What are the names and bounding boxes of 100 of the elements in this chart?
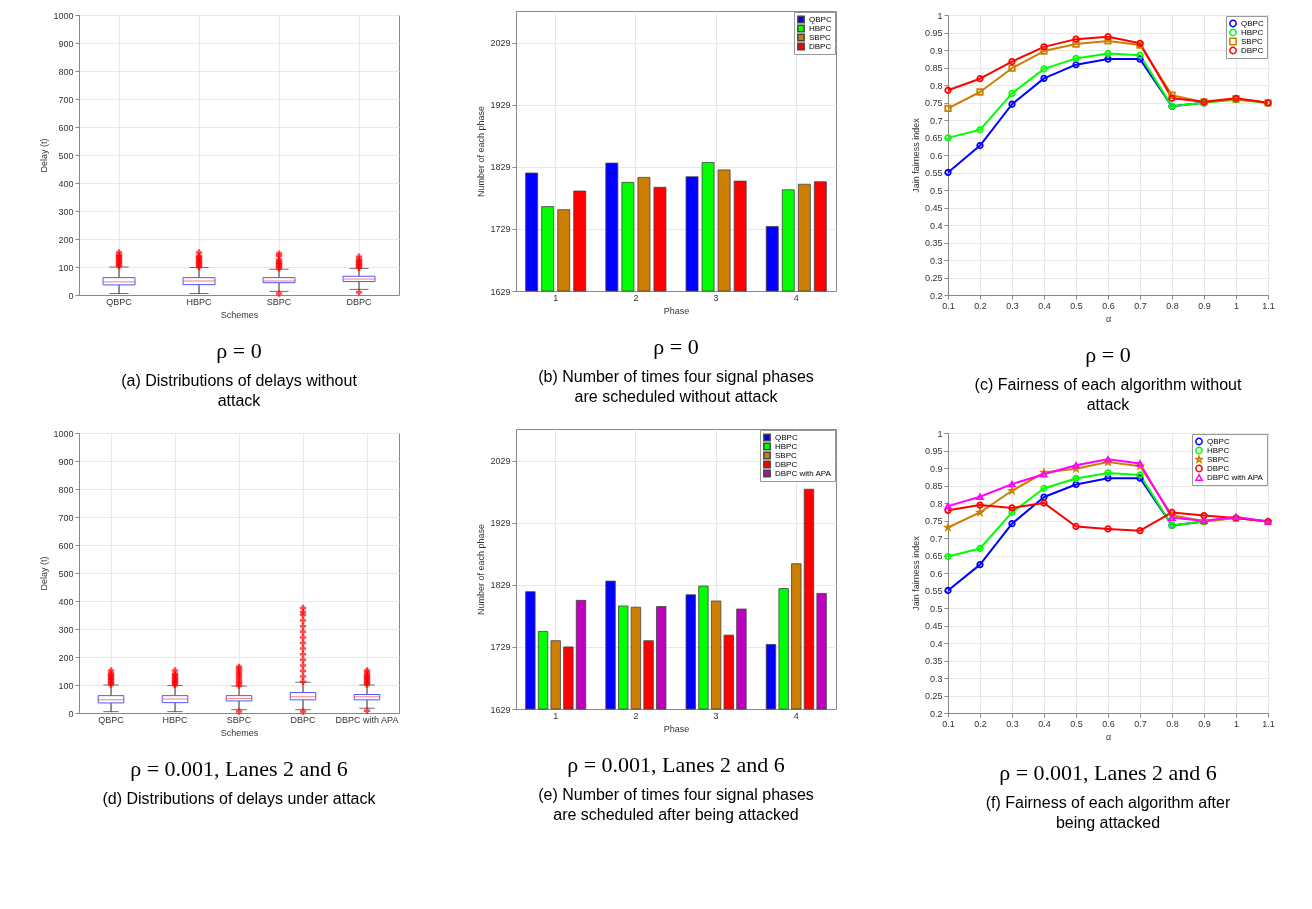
x-axis-title: Schemes	[220, 727, 259, 738]
x-tick-label: 3	[713, 292, 719, 303]
x-tick-label: QBPC	[97, 714, 124, 725]
y-tick-label: 0.75	[924, 516, 942, 526]
y-tick-label: 700	[57, 512, 73, 523]
x-tick-label: 2	[632, 710, 638, 721]
text: ρ = 0	[652, 334, 699, 359]
y-tick-label: 100	[57, 680, 73, 691]
y-tick-label: 600	[57, 122, 73, 133]
y-tick-label: 0.9	[929, 463, 942, 474]
y-tick-label: 2029	[489, 456, 510, 467]
y-tick-label: 700	[57, 94, 73, 105]
y-tick-label: 0.65	[924, 551, 942, 561]
legend-label: HBPC	[1240, 27, 1263, 37]
y-tick-label: 100	[57, 262, 73, 273]
y-tick-label: 1829	[489, 580, 510, 591]
x-tick-label: 0.6	[1101, 718, 1115, 729]
legend-label: DBPC	[1206, 463, 1229, 473]
x-tick-label: 1.1	[1261, 718, 1275, 729]
x-tick-label: 1	[1233, 300, 1239, 311]
x-tick-label: 0.3	[1005, 718, 1019, 729]
y-tick-label: 0.6	[929, 150, 942, 161]
x-tick-label: SBPC	[226, 714, 252, 725]
x-tick-label: HBPC	[185, 296, 212, 307]
y-tick-label: 1929	[489, 100, 510, 111]
y-tick-label: 600	[57, 540, 73, 551]
y-tick-label: 0.25	[924, 273, 942, 283]
x-tick-label: 4	[793, 292, 799, 303]
y-axis-title: Number of each phase	[475, 523, 486, 616]
legend-label: DBPC	[1240, 45, 1263, 55]
x-tick-label: 0.9	[1197, 718, 1211, 729]
legend-label: QBPC	[808, 14, 832, 24]
y-tick-label: 0	[67, 708, 73, 719]
x-tick-label: 1.1	[1261, 300, 1275, 311]
x-tick-label: 0.8	[1165, 300, 1179, 311]
text: ρ = 0	[215, 338, 262, 363]
y-tick-label: 0.65	[924, 133, 942, 143]
y-tick-label: 300	[57, 624, 73, 635]
y-tick-label: 0.35	[924, 656, 942, 666]
y-tick-label: 0.75	[924, 98, 942, 108]
y-tick-label: 400	[57, 596, 73, 607]
legend-label: DBPC	[774, 459, 797, 469]
x-tick-label: HBPC	[161, 714, 188, 725]
x-tick-label: 0.4	[1037, 718, 1051, 729]
y-tick-label: 200	[57, 234, 73, 245]
y-tick-label: 1	[936, 10, 942, 21]
text: (d) Distributions of delays under attack	[101, 790, 377, 807]
y-tick-label: 0.6	[929, 568, 942, 579]
y-tick-label: 0.8	[929, 498, 942, 509]
y-tick-label: 1000	[52, 10, 73, 21]
x-tick-label: SBPC	[266, 296, 292, 307]
y-tick-label: 0	[67, 290, 73, 301]
x-tick-label: 0.6	[1101, 300, 1115, 311]
y-tick-label: 800	[57, 66, 73, 77]
text: (f) Fairness of each algorithm after being attacked	[985, 794, 1231, 831]
y-tick-label: 300	[57, 206, 73, 217]
x-tick-label: 0.1	[941, 718, 955, 729]
y-tick-label: 0.4	[929, 220, 942, 231]
x-tick-label: 0.5	[1069, 300, 1083, 311]
x-axis-title: α	[1105, 731, 1111, 742]
y-tick-label: 1000	[52, 428, 73, 439]
text: (e) Number of times four signal phases are scheduled after being attacked	[537, 786, 814, 823]
y-axis-title: Number of each phase	[475, 105, 486, 198]
y-tick-label: 1829	[489, 162, 510, 173]
x-tick-label: 0.2	[973, 718, 987, 729]
y-tick-label: 0.3	[929, 673, 942, 684]
y-tick-label: 1	[936, 428, 942, 439]
x-tick-label: 0.7	[1133, 718, 1147, 729]
y-tick-label: 0.9	[929, 45, 942, 56]
y-axis-title: Delay (t)	[38, 556, 49, 591]
y-axis-title: Jain fairness index	[910, 117, 921, 193]
y-tick-label: 0.4	[929, 638, 942, 649]
x-axis-title: Schemes	[220, 309, 259, 320]
y-tick-label: 0.8	[929, 80, 942, 91]
y-tick-label: 0.7	[929, 533, 942, 544]
text: ρ = 0.001, Lanes 2 and 6	[566, 752, 785, 777]
x-tick-label: 4	[793, 710, 799, 721]
y-tick-label: 500	[57, 150, 73, 161]
y-axis-title: Jain fairness index	[910, 535, 921, 611]
y-tick-label: 400	[57, 178, 73, 189]
text: ρ = 0.001, Lanes 2 and 6	[129, 756, 348, 781]
y-tick-label: 0.45	[924, 203, 942, 213]
legend-label: SBPC	[1240, 36, 1263, 46]
y-tick-label: 0.5	[929, 185, 942, 196]
y-tick-label: 0.35	[924, 238, 942, 248]
y-tick-label: 0.7	[929, 115, 942, 126]
y-tick-label: 1629	[489, 704, 510, 715]
x-tick-label: 0.7	[1133, 300, 1147, 311]
x-tick-label: DBPC with APA	[335, 714, 398, 725]
y-tick-label: 1729	[489, 642, 510, 653]
y-tick-label: 2029	[489, 38, 510, 49]
y-axis-title: Delay (t)	[38, 138, 49, 173]
y-tick-label: 1629	[489, 286, 510, 297]
legend-label: HBPC	[774, 441, 797, 451]
x-tick-label: 1	[552, 292, 558, 303]
legend-label: SBPC	[1206, 454, 1229, 464]
legend-label: SBPC	[774, 450, 797, 460]
legend-label: DBPC with APA	[774, 468, 832, 478]
text: ρ = 0	[1084, 342, 1131, 367]
x-tick-label: 0.4	[1037, 300, 1051, 311]
